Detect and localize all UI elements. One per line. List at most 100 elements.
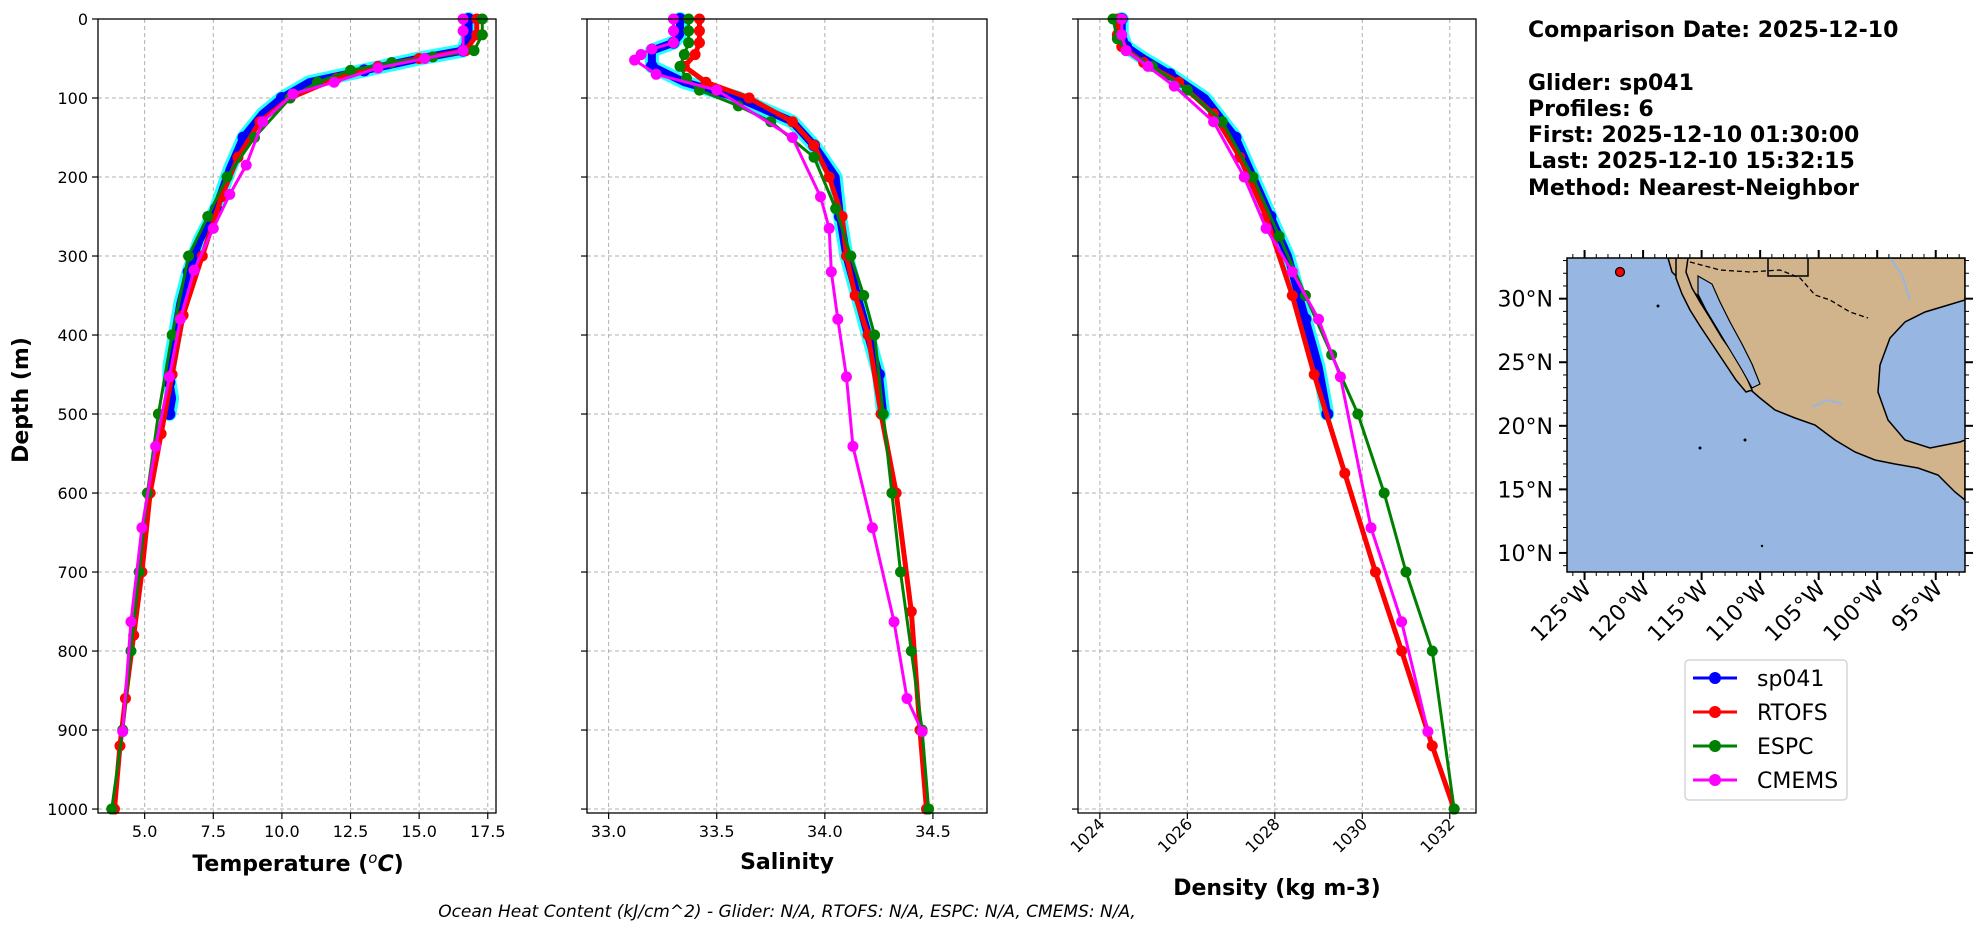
- x-tick-label: 1024: [1066, 814, 1108, 856]
- series-line-sp041: [1117, 15, 1332, 419]
- point-cmems: [667, 25, 679, 37]
- point-cmems: [125, 616, 137, 628]
- point-cmems: [629, 54, 641, 66]
- y-tick-label: 500: [57, 405, 88, 424]
- lon-label: 110°W: [1702, 576, 1773, 647]
- point-espc: [202, 211, 214, 223]
- legend-label: CMEMS: [1757, 769, 1838, 794]
- y-tick-label: 0: [78, 10, 88, 29]
- point-cmems: [832, 313, 844, 325]
- point-espc: [923, 803, 935, 815]
- ocean-heat-content-footer: Ocean Heat Content (kJ/cm^2) - Glider: N…: [438, 902, 1136, 922]
- point-espc: [1378, 487, 1390, 499]
- glider-name: Glider: sp041: [1528, 71, 1694, 96]
- point-espc: [221, 171, 233, 183]
- legend-marker-rtofs: [1709, 706, 1721, 718]
- temperature-panel: 5.0 7.5 10.0 12.5 15.0 17.5 0 100 200 300 400 500 60…: [47, 10, 505, 841]
- panel-frame: [1077, 18, 1477, 814]
- point-espc: [166, 329, 178, 341]
- point-rtofs: [823, 171, 835, 183]
- point-cmems: [150, 440, 162, 452]
- point-espc: [1400, 566, 1412, 578]
- glider-location-marker: [1614, 266, 1626, 278]
- first-time: First: 2025-12-10 01:30:00: [1528, 123, 1859, 148]
- x-tick-label: 34.0: [807, 822, 843, 841]
- point-cmems: [457, 45, 469, 57]
- point-cmems: [1334, 371, 1346, 383]
- map-border-line: [1689, 261, 1869, 319]
- point-espc: [106, 803, 118, 815]
- point-cmems: [1116, 29, 1128, 41]
- point-cmems: [117, 726, 129, 738]
- point-cmems: [457, 25, 469, 37]
- point-espc: [1247, 171, 1259, 183]
- legend-marker-espc: [1709, 740, 1721, 752]
- comparison-date: Comparison Date: 2025-12-10: [1528, 18, 1898, 43]
- point-espc: [895, 566, 907, 578]
- point-rtofs: [1286, 290, 1298, 302]
- point-espc: [345, 64, 357, 76]
- point-cmems: [825, 266, 837, 278]
- map-island: [1656, 304, 1660, 308]
- point-espc: [1273, 230, 1285, 242]
- point-cmems: [840, 371, 852, 383]
- last-time: Last: 2025-12-10 15:32:15: [1528, 149, 1855, 174]
- lat-label: 15°N: [1498, 478, 1553, 503]
- point-espc: [183, 250, 195, 262]
- point-rtofs: [808, 139, 820, 151]
- x-tick-label: 10.0: [264, 822, 300, 841]
- map-gulf-of-california: [1697, 274, 1761, 389]
- point-espc: [683, 25, 695, 37]
- x-tick-label: 1028: [1241, 814, 1283, 856]
- y-tick-label: 1000: [47, 800, 88, 819]
- x-tick-label: 7.5: [201, 822, 226, 841]
- point-cmems: [1120, 45, 1132, 57]
- point-cmems: [786, 132, 798, 144]
- x-tick-label: 33.0: [591, 822, 627, 841]
- x-tick-label: 1030: [1329, 814, 1371, 856]
- point-cmems: [916, 726, 928, 738]
- x-tick-label: 15.0: [401, 822, 437, 841]
- point-rtofs: [1396, 645, 1408, 657]
- x-tick-label: 12.5: [333, 822, 369, 841]
- point-espc: [476, 29, 488, 41]
- point-rtofs: [693, 25, 705, 37]
- point-cmems: [224, 188, 236, 200]
- point-espc: [886, 487, 898, 499]
- temperature-axis-label: Temperature (oC): [192, 849, 403, 877]
- y-tick-label: 600: [57, 484, 88, 503]
- x-tick-label: 33.5: [699, 822, 735, 841]
- point-cmems: [163, 371, 175, 383]
- point-espc: [674, 60, 686, 72]
- point-rtofs: [693, 37, 705, 49]
- point-rtofs: [1426, 740, 1438, 752]
- legend-label: RTOFS: [1757, 701, 1828, 726]
- legend: sp041 RTOFS ESPC CMEMS: [1684, 659, 1848, 801]
- point-espc: [678, 49, 690, 61]
- point-rtofs: [1369, 566, 1381, 578]
- map-ticks: [1559, 250, 1973, 580]
- salinity-axis-label: Salinity: [740, 850, 834, 875]
- point-cmems: [815, 191, 827, 203]
- point-cmems: [136, 522, 148, 534]
- point-espc: [877, 408, 889, 420]
- point-rtofs: [1308, 369, 1320, 381]
- sp041-profile-spread: [1114, 12, 1335, 422]
- point-cmems: [328, 76, 340, 88]
- info-block: Comparison Date: 2025-12-10 Glider: sp04…: [1528, 18, 1898, 201]
- point-cmems: [823, 222, 835, 234]
- method: Method: Nearest-Neighbor: [1528, 176, 1859, 201]
- point-espc: [683, 37, 695, 49]
- point-cmems: [650, 68, 662, 80]
- point-espc: [1352, 408, 1364, 420]
- point-cmems: [1313, 313, 1325, 325]
- map-frame: [1566, 257, 1966, 573]
- point-espc: [830, 203, 842, 215]
- series-line-cmems: [121, 19, 465, 732]
- point-espc: [1216, 116, 1228, 128]
- point-cmems: [1208, 116, 1220, 128]
- point-cmems: [1422, 726, 1434, 738]
- point-espc: [869, 329, 881, 341]
- lon-label: 105°W: [1760, 576, 1831, 647]
